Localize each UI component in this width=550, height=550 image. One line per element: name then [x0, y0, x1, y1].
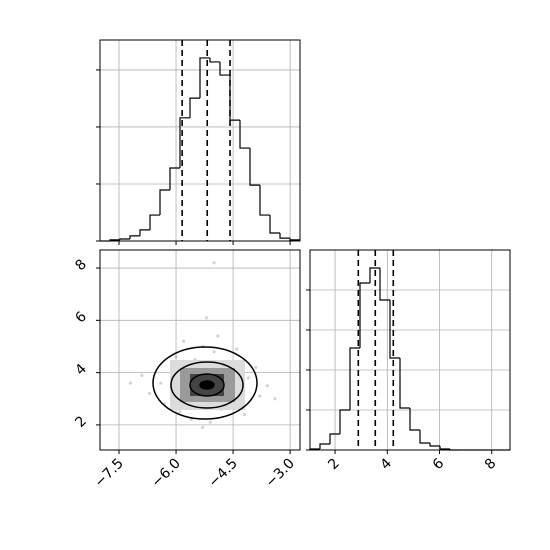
y-tick-label: 6 [72, 309, 90, 327]
histogram-bin [289, 238, 300, 241]
histogram-bin [369, 267, 380, 283]
contour [170, 361, 244, 409]
histogram-bin [319, 443, 330, 449]
histogram-bin [409, 408, 420, 431]
scatter-point [201, 425, 205, 430]
contour [152, 346, 258, 420]
scatter-point [212, 350, 216, 354]
panel-frame [99, 249, 301, 451]
x-tick-label: 6 [430, 455, 448, 473]
scatter-point [258, 394, 262, 398]
y-tick-label: 4 [72, 361, 90, 379]
histogram-bin [129, 235, 140, 240]
histogram-bin [119, 238, 130, 240]
x-tick-label: −4.5 [206, 456, 241, 491]
histogram-bin [379, 268, 390, 301]
scatter-point [140, 373, 144, 377]
histogram-bin [139, 229, 150, 236]
contour [199, 380, 215, 390]
histogram-bin [439, 446, 450, 450]
y-tick-label: 8 [72, 256, 90, 274]
panel: 2 4 6 8 [306, 249, 511, 474]
scatter-point [242, 412, 247, 417]
histogram-bin [359, 282, 370, 348]
histogram-bin [259, 185, 270, 216]
scatter-point [128, 381, 133, 385]
scatter-point [265, 384, 269, 388]
y-tick-label: 2 [72, 413, 90, 431]
scatter-point [246, 376, 250, 380]
histogram-bin [219, 61, 230, 76]
scatter-point [208, 420, 212, 424]
panel-frame [309, 249, 511, 451]
histogram-bin [229, 75, 240, 121]
x-tick-label: 8 [482, 456, 500, 474]
histogram-bin [249, 148, 260, 186]
histogram-bin [239, 120, 250, 149]
scatter-point [174, 355, 178, 359]
x-tick-label: −3.0 [263, 456, 298, 491]
x-tick-label: 4 [377, 455, 395, 473]
panel: −7.5 −6.0 −4.5 −3.0 2 4 6 8 [72, 249, 301, 491]
histogram-bin [269, 215, 280, 234]
histogram-bin [339, 409, 350, 434]
x-tick-label: −6.0 [149, 456, 184, 491]
contour [189, 373, 225, 397]
histogram-bin [169, 167, 180, 190]
density-contours [152, 346, 258, 420]
histogram-bin [159, 189, 170, 216]
scatter-point [147, 391, 152, 396]
scatter-point [216, 334, 220, 338]
scatter-point [204, 316, 209, 320]
histogram-bin [419, 430, 430, 444]
histogram-bin [329, 433, 340, 444]
scatter-point [159, 381, 163, 385]
scatter-point [212, 261, 216, 265]
histogram-bin [399, 358, 410, 409]
scatter-point [178, 410, 182, 414]
scatter-point [254, 365, 258, 369]
x-tick-label: −7.5 [91, 456, 126, 491]
panel [96, 39, 301, 245]
histogram-bin [429, 443, 440, 447]
histogram-bin [209, 57, 220, 63]
histogram-bin [279, 233, 290, 239]
histogram-bin [189, 97, 200, 118]
scatter-point [273, 397, 277, 401]
histogram-bin [179, 117, 190, 169]
panel-frame [99, 39, 301, 242]
scatter-point [235, 347, 239, 351]
scatter-point [189, 418, 193, 422]
histogram-bin [149, 214, 160, 230]
histogram-bin [389, 300, 400, 359]
x-tick-label: 2 [325, 456, 343, 474]
histogram-bin [349, 347, 360, 410]
scatter-point [182, 339, 186, 343]
histogram-bin [199, 57, 210, 99]
